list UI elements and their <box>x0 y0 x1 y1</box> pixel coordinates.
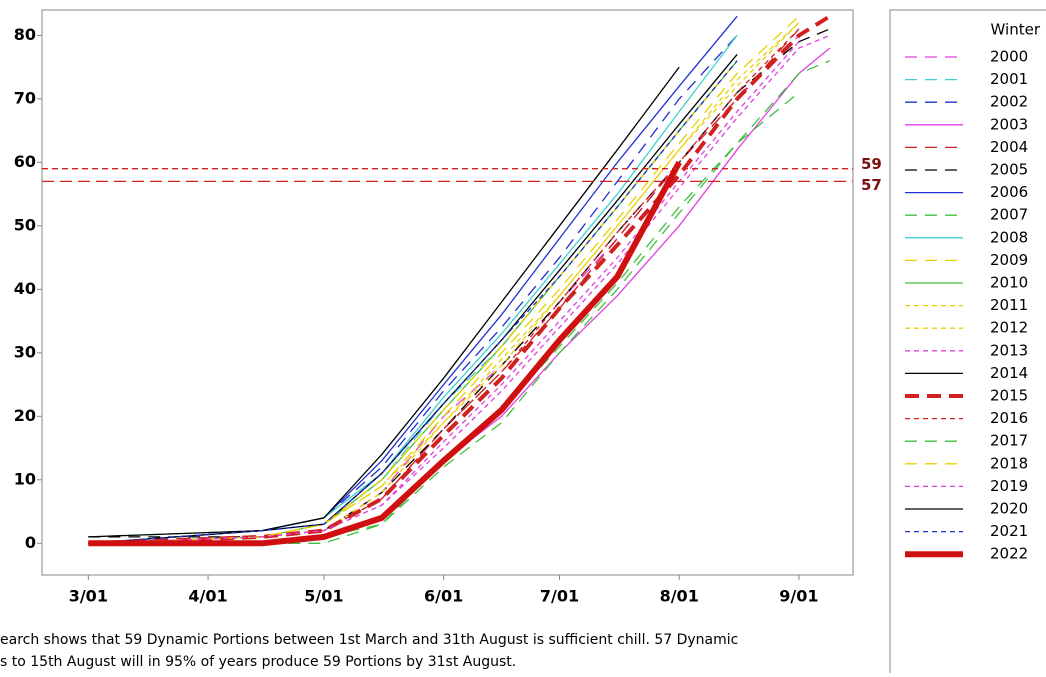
y-tick-label: 80 <box>14 25 36 44</box>
series-line <box>88 28 800 544</box>
legend-label: 2009 <box>990 251 1028 269</box>
y-tick-label: 0 <box>25 533 36 552</box>
legend-label: 2015 <box>990 387 1028 405</box>
legend-label: 2016 <box>990 409 1028 427</box>
series-line <box>88 34 738 544</box>
y-tick-label: 60 <box>14 152 36 171</box>
legend-label: 2013 <box>990 341 1028 359</box>
series-line <box>88 47 831 544</box>
legend-label: 2021 <box>990 522 1028 540</box>
x-tick-label: 4/01 <box>188 587 227 606</box>
legend-label: 2012 <box>990 319 1028 337</box>
legend-label: 2020 <box>990 500 1028 518</box>
legend-label: 2011 <box>990 296 1028 314</box>
x-tick-label: 6/01 <box>424 587 463 606</box>
legend-label: 2004 <box>990 138 1028 156</box>
y-tick-label: 10 <box>14 469 36 488</box>
y-tick-label: 20 <box>14 406 36 425</box>
series-line <box>88 22 800 544</box>
series-line <box>88 60 738 544</box>
legend-label: 2014 <box>990 364 1028 382</box>
legend-label: 2001 <box>990 70 1028 88</box>
legend-label: 2005 <box>990 161 1028 179</box>
series-line <box>88 34 831 544</box>
series-line <box>88 160 682 547</box>
legend-label: 2003 <box>990 115 1028 133</box>
legend-frame <box>889 9 1046 677</box>
series-line <box>88 22 800 544</box>
legend-label: 2007 <box>990 206 1028 224</box>
series-line <box>88 53 738 544</box>
y-tick-label: 40 <box>14 279 36 298</box>
legend-label: 2010 <box>990 274 1028 292</box>
x-tick-label: 7/01 <box>540 587 579 606</box>
legend-label: 2022 <box>990 545 1028 563</box>
x-tick-label: 8/01 <box>660 587 699 606</box>
series-line <box>88 34 800 544</box>
series-line <box>88 28 831 538</box>
footnote: earch shows that 59 Dynamic Portions bet… <box>0 632 738 648</box>
plot-frame <box>41 9 854 576</box>
series-line <box>88 28 800 544</box>
legend-label: 2002 <box>990 93 1028 111</box>
legend-label: 2019 <box>990 477 1028 495</box>
series-line <box>88 66 680 538</box>
y-tick-label: 70 <box>14 88 36 107</box>
legend-title: Winter <box>991 21 1041 39</box>
reference-label: 59 <box>861 155 882 173</box>
series-line <box>88 15 800 544</box>
x-tick-label: 5/01 <box>304 587 343 606</box>
reference-label: 57 <box>861 176 882 194</box>
legend-label: 2017 <box>990 432 1028 450</box>
series-line <box>88 60 738 544</box>
x-tick-label: 3/01 <box>69 587 108 606</box>
plot-lines <box>88 14 831 547</box>
legend-label: 2018 <box>990 454 1028 472</box>
x-tick-label: 9/01 <box>779 587 818 606</box>
series-line <box>88 35 738 544</box>
footnote: s to 15th August will in 95% of years pr… <box>0 654 516 670</box>
y-tick-label: 30 <box>14 342 36 361</box>
legend-label: 2006 <box>990 183 1028 201</box>
legend-label: 2008 <box>990 228 1028 246</box>
legend-label: 2000 <box>990 48 1028 66</box>
series-line <box>88 41 800 544</box>
series-line <box>88 60 738 538</box>
y-tick-label: 50 <box>14 215 36 234</box>
series-line <box>88 60 738 544</box>
